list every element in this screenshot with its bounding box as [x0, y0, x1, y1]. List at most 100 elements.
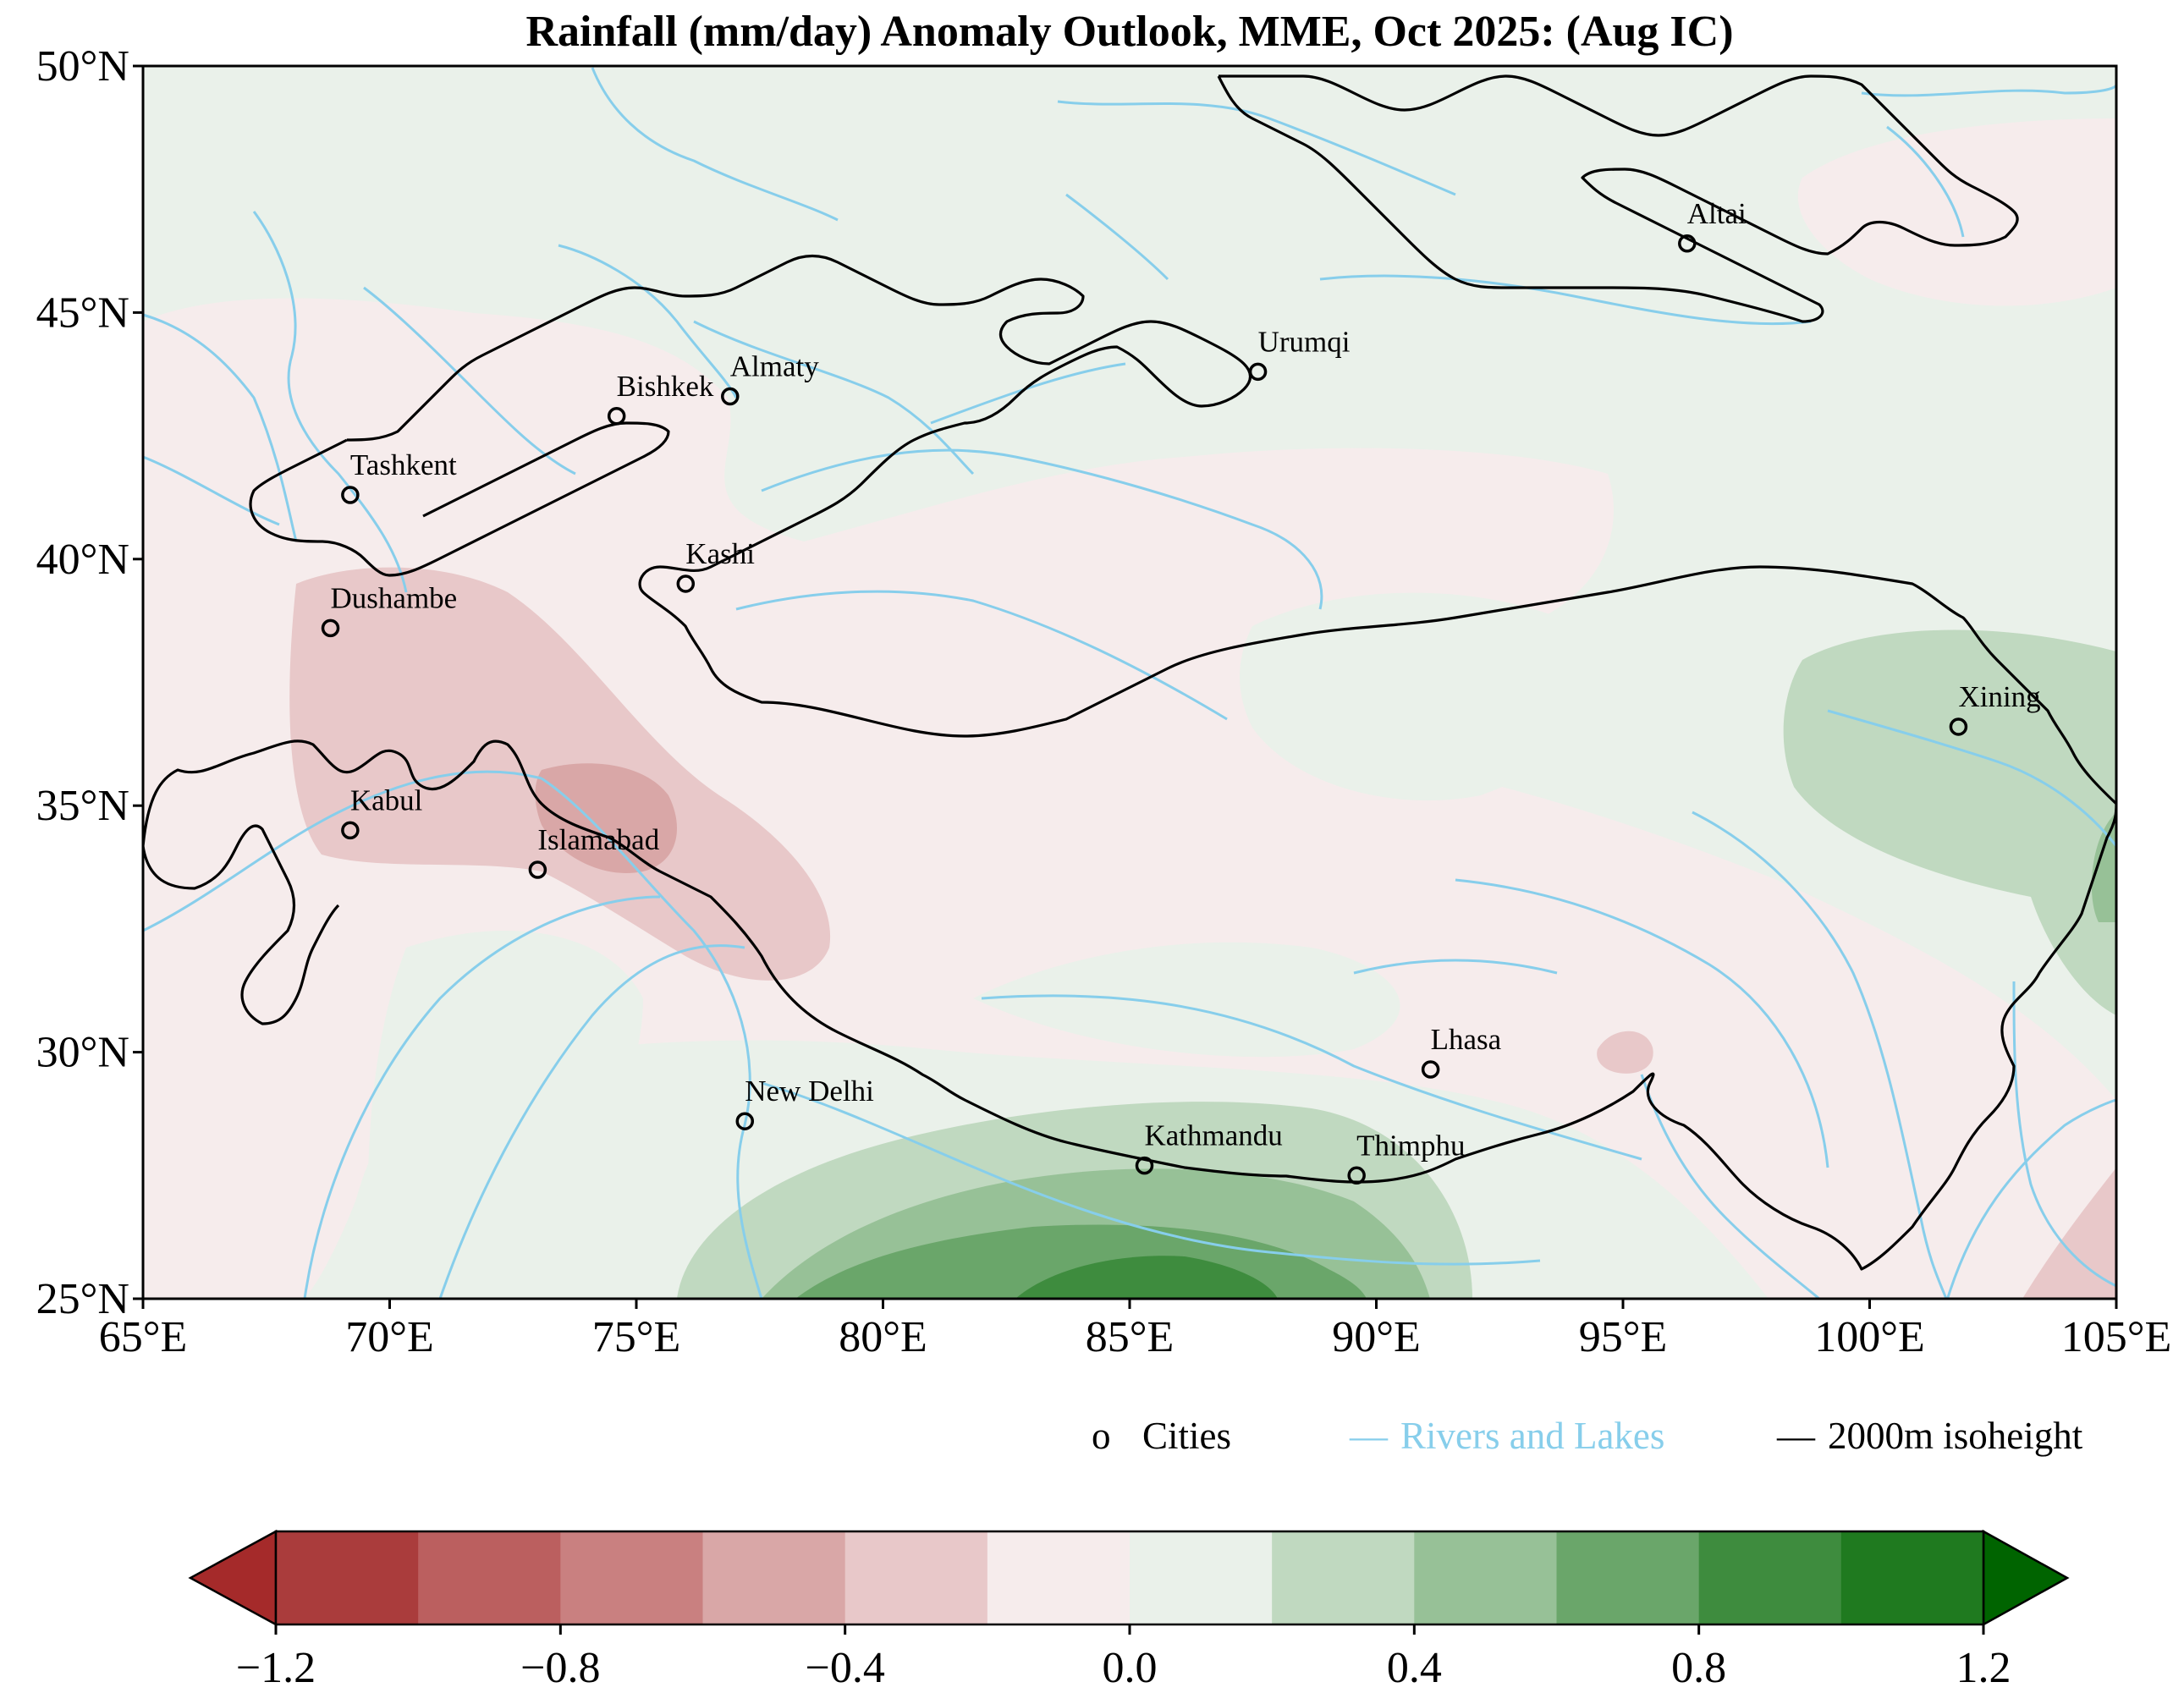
river — [1886, 125, 1965, 238]
river — [761, 448, 1323, 610]
map-area — [143, 66, 2116, 1299]
x-axis: 65°E 70°E 75°E 80°E 85°E 90°E 95°E 100°E 105°E — [99, 1299, 2171, 1361]
city-marker — [528, 860, 547, 879]
river — [1057, 100, 1456, 196]
colorbar-bin — [1414, 1531, 1557, 1624]
colorbar-tick-label: −0.4 — [806, 1644, 885, 1692]
isoheight-contour — [1217, 74, 2019, 323]
river — [558, 244, 738, 399]
y-tick-label: 35°N — [36, 782, 129, 830]
river — [143, 770, 542, 932]
colorbar-tick-label: −1.2 — [236, 1644, 316, 1692]
city-label: Lhasa — [1431, 1023, 1502, 1056]
river — [1640, 1074, 1820, 1299]
city-label: Almaty — [730, 349, 819, 382]
colorbar-bin — [844, 1531, 988, 1624]
city-marker — [1421, 1060, 1440, 1079]
x-tick-label: 70°E — [345, 1313, 434, 1361]
colorbar-tick-label: 0.4 — [1387, 1644, 1442, 1692]
river — [2012, 981, 2116, 1288]
isoheight-contour — [346, 254, 2116, 805]
river — [1861, 84, 2116, 97]
x-tick-label: 100°E — [1814, 1313, 1925, 1361]
y-tick-label: 50°N — [36, 42, 129, 91]
city-label: Tashkent — [350, 448, 457, 481]
river — [252, 211, 408, 593]
city-label: Kashi — [685, 537, 755, 570]
legend-cities-label: Cities — [1142, 1415, 1231, 1457]
river — [761, 1081, 1541, 1266]
river — [591, 67, 839, 222]
river — [438, 944, 745, 1299]
city-marker — [1678, 234, 1697, 253]
city-label: Xining — [1958, 680, 2040, 713]
y-tick-label: 40°N — [36, 536, 129, 584]
legend-rivers-marker: — — [1349, 1415, 1389, 1457]
city-label: Kabul — [350, 783, 423, 816]
legend-cities-marker: o — [1092, 1415, 1111, 1457]
river — [981, 994, 1642, 1161]
city-marker — [341, 821, 360, 840]
colorbar-tick-label: 0.8 — [1671, 1644, 1726, 1692]
city-marker — [735, 1112, 755, 1130]
river — [303, 895, 661, 1299]
city-label: Urumqi — [1258, 325, 1351, 358]
anomaly-fill-positive-small-plateau — [1240, 592, 1609, 801]
city-marker — [341, 486, 360, 504]
x-tick-label: 95°E — [1579, 1313, 1668, 1361]
x-tick-label: 85°E — [1086, 1313, 1175, 1361]
colorbar: −1.2 −0.8 −0.4 0.0 0.4 0.8 1.2 — [188, 1529, 2070, 1692]
river — [930, 362, 1126, 425]
river — [1692, 811, 1948, 1299]
city-marker — [1135, 1156, 1154, 1175]
city-marker — [321, 618, 340, 638]
rivers-and-lakes — [143, 67, 2116, 1299]
colorbar-bin — [987, 1531, 1131, 1624]
city-label: Altai — [1687, 197, 1747, 230]
colorbar-bin — [1840, 1531, 1984, 1624]
anomaly-fill-negative-southeast — [2022, 1168, 2116, 1299]
map-title: Rainfall (mm/day) Anomaly Outlook, MME, … — [525, 8, 1733, 56]
colorbar-bin — [1130, 1531, 1273, 1624]
anomaly-fill-positive-mid-xining — [1783, 629, 2116, 1015]
anomaly-fill-negative-small-east — [1797, 118, 2116, 306]
x-tick-label: 75°E — [592, 1313, 681, 1361]
colorbar-tick-label: −0.8 — [520, 1644, 600, 1692]
colorbar-bin — [1556, 1531, 1700, 1624]
river — [1353, 959, 1558, 975]
river — [143, 455, 280, 526]
y-axis: 50°N 45°N 40°N 35°N 30°N 25°N — [36, 42, 143, 1323]
colorbar-bin — [702, 1531, 846, 1624]
y-tick-label: 45°N — [36, 289, 129, 337]
colorbar-under-arrow — [188, 1529, 278, 1627]
city-marker — [607, 407, 626, 426]
anomaly-fill-positive-max-south — [1015, 1256, 1278, 1299]
anomaly-fill-positive-small-tibet — [973, 942, 1400, 1058]
city-label: Thimphu — [1356, 1129, 1465, 1162]
y-tick-label: 30°N — [36, 1029, 129, 1077]
legend-isoheight-label: 2000m isoheight — [1828, 1415, 2083, 1457]
city-label: Bishkek — [617, 370, 714, 403]
anomaly-fill-positive-small-india — [367, 931, 643, 1299]
city-label: New Delhi — [745, 1075, 874, 1108]
river — [363, 286, 576, 475]
city-label: Dushambe — [331, 581, 458, 614]
x-tick-label: 80°E — [839, 1313, 927, 1361]
colorbar-tick-label: 0.0 — [1103, 1644, 1158, 1692]
river — [541, 777, 763, 1299]
city-marker — [1248, 362, 1268, 382]
x-tick-label: 65°E — [99, 1313, 188, 1361]
map-legend: o Cities — Rivers and Lakes — 2000m isoh… — [1092, 1415, 2083, 1457]
city-markers: Altai Urumqi Almaty Bishkek Tashkent Kashi Dus… — [321, 197, 2041, 1185]
isoheight-contour — [143, 824, 340, 1025]
colorbar-bin — [418, 1531, 561, 1624]
river — [1827, 709, 2116, 847]
anomaly-fill-negative-mid — [535, 763, 677, 873]
isoheight-2000m — [143, 74, 2116, 1271]
y-tick-label: 25°N — [36, 1275, 129, 1323]
river — [143, 313, 298, 542]
river — [1455, 878, 1829, 1168]
colorbar-bin — [1698, 1531, 1842, 1624]
